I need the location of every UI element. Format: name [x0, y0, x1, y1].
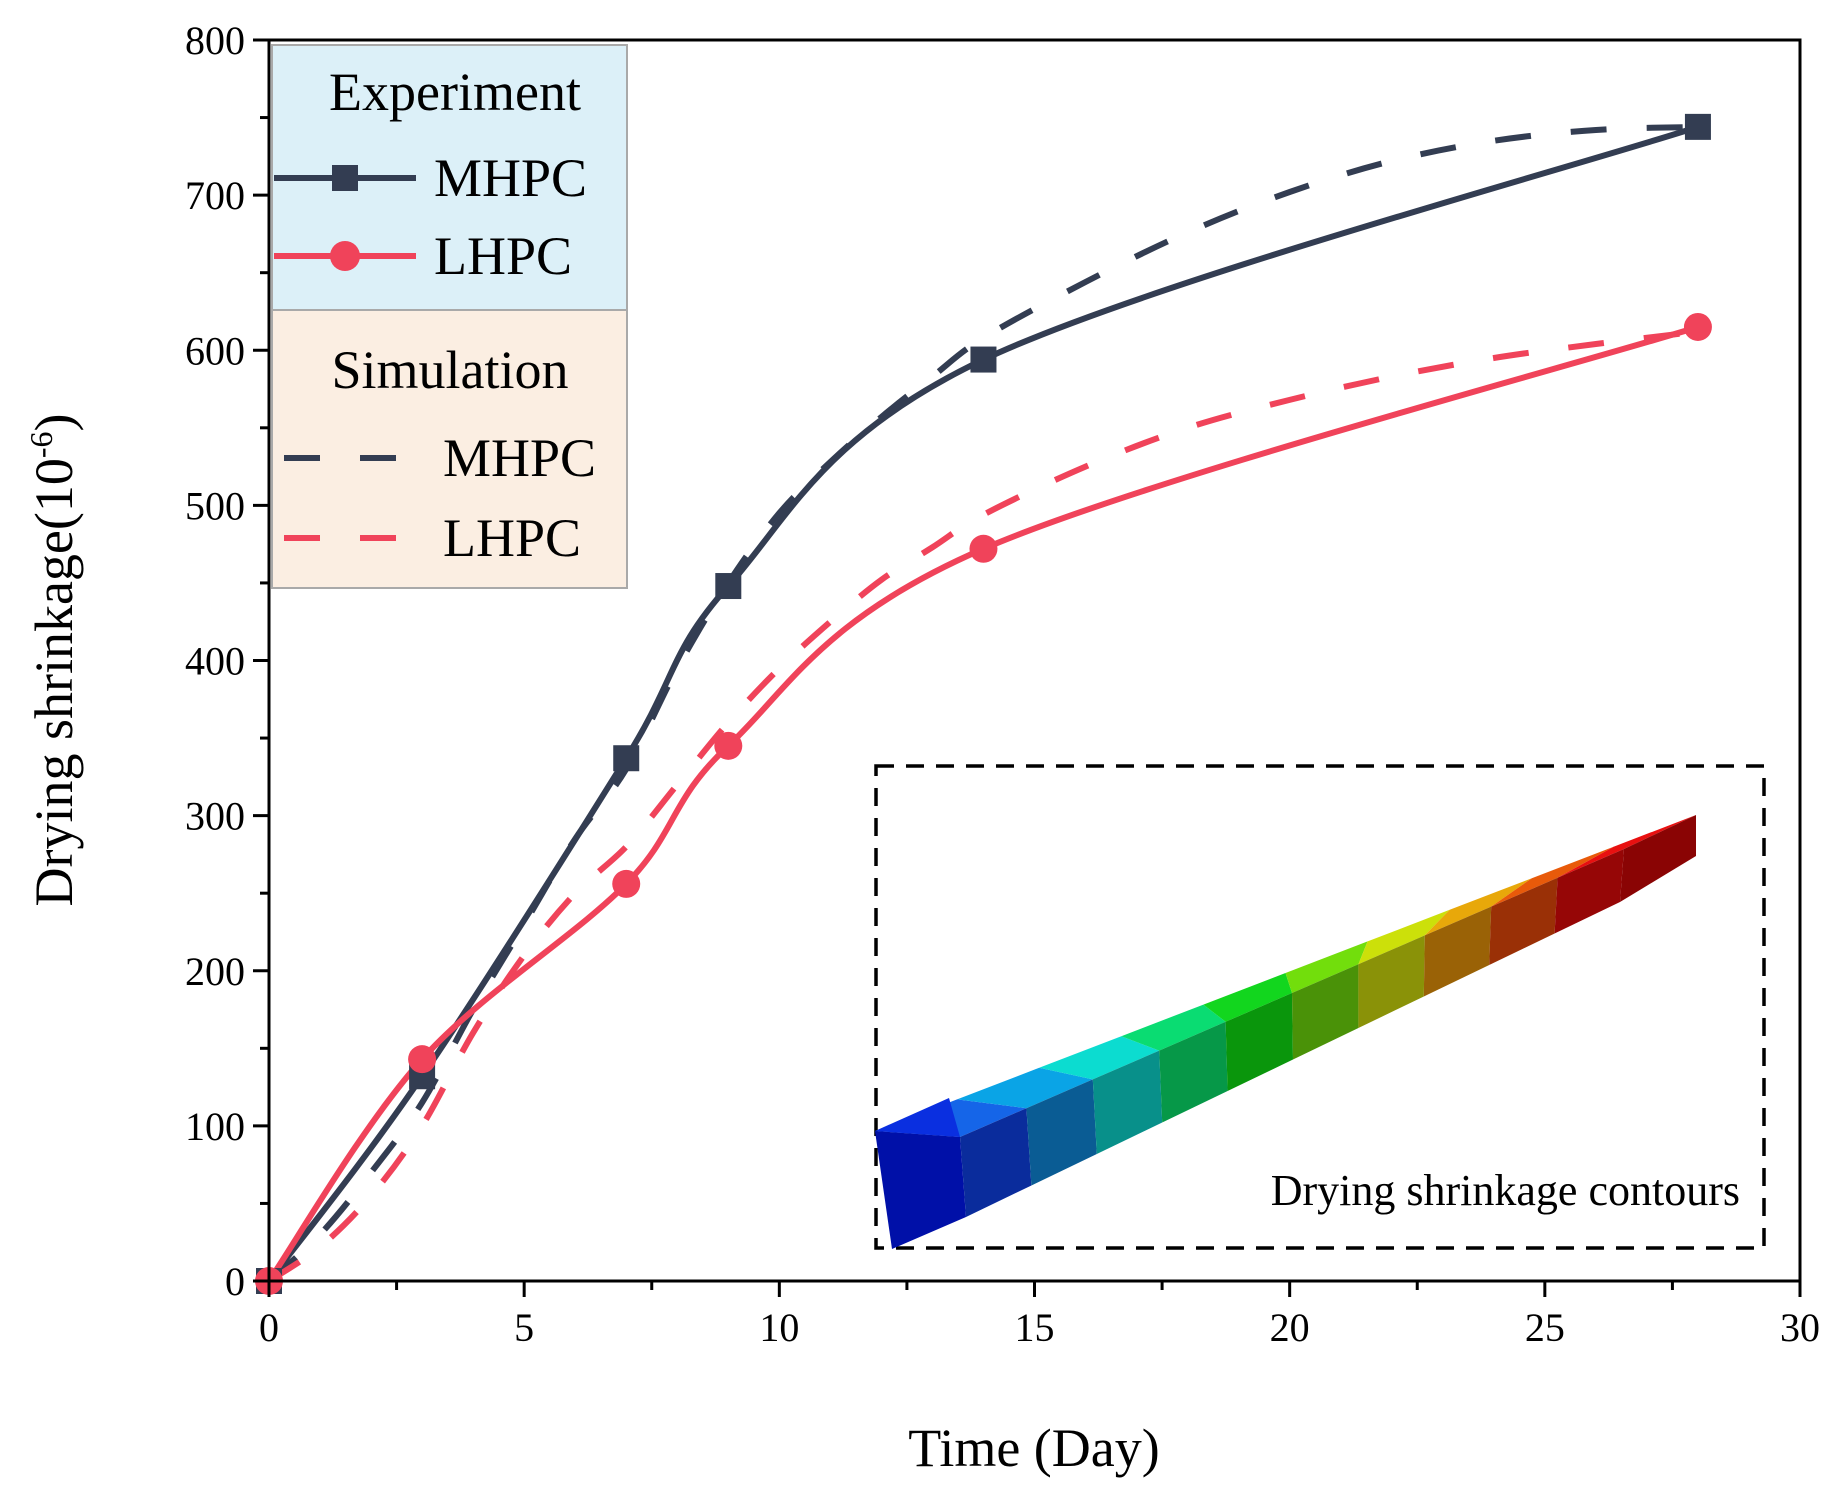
y-tick-label: 600: [185, 328, 245, 373]
contour-side-cell: [1358, 935, 1425, 1028]
contour-top-cell: [1203, 973, 1292, 1022]
contour-side-cell: [1026, 1079, 1097, 1186]
x-tick-label: 15: [1015, 1305, 1055, 1350]
x-axis-title: Time (Day): [908, 1418, 1160, 1478]
data-point-experiment-lhpc: [1683, 312, 1712, 341]
y-tick-label: 500: [185, 483, 245, 528]
y-axis-title-exponent: -6: [23, 431, 59, 458]
data-point-experiment-lhpc: [408, 1045, 437, 1074]
legend-exp-mhpc-marker: [332, 165, 358, 191]
x-tick-label: 30: [1780, 1305, 1820, 1350]
data-point-experiment-mhpc: [613, 745, 640, 772]
legend-simulation-title: Simulation: [331, 340, 568, 400]
contour-top-cell: [1039, 1036, 1160, 1080]
legend-simulation-box: [271, 309, 628, 589]
x-tick-label: 20: [1270, 1305, 1310, 1350]
y-tick-label: 100: [185, 1104, 245, 1149]
x-tick-label: 10: [759, 1305, 799, 1350]
contour-side-cell: [1092, 1050, 1163, 1154]
data-point-experiment-lhpc: [612, 869, 641, 898]
data-point-experiment-lhpc: [969, 534, 998, 563]
contour-top-cell: [1285, 941, 1368, 993]
series-line-simulation-mhpc: [266, 123, 1698, 1284]
contour-side-cell: [1292, 964, 1359, 1060]
legend-sim-mhpc-label: MHPC: [443, 428, 596, 488]
contour-top-cell: [1424, 878, 1532, 936]
y-axis-title-main: Drying shrinkage(10: [24, 458, 84, 906]
legend: Experiment MHPC LHPC Simulation MHPC LHP…: [271, 44, 628, 589]
data-point-experiment-mhpc: [715, 573, 742, 600]
y-tick-label: 800: [185, 18, 245, 63]
contour-top-cell: [1121, 1004, 1226, 1051]
contour-end-top: [875, 1098, 960, 1137]
contour-top-cell: [1491, 846, 1614, 907]
contour-top-cell: [957, 1067, 1093, 1109]
y-tick-label: 200: [185, 949, 245, 994]
inset-frame: [874, 764, 1766, 1250]
legend-experiment-title: Experiment: [329, 62, 581, 122]
inset-contour-figure: Drying shrinkage contours: [874, 764, 1766, 1250]
data-point-experiment-mhpc: [970, 346, 997, 373]
contour-side-cell: [960, 1108, 1032, 1217]
y-tick-label: 400: [185, 639, 245, 684]
contour-side-cell: [1159, 1021, 1228, 1123]
y-tick-label: 700: [185, 173, 245, 218]
y-axis-title-close: ): [24, 413, 84, 431]
contour-top-cell: [1557, 815, 1696, 878]
contour-side-cell: [1225, 993, 1293, 1091]
data-point-experiment-lhpc: [714, 731, 743, 760]
y-axis-title: Drying shrinkage(10-6): [23, 413, 84, 906]
y-tick-label: 300: [185, 794, 245, 839]
data-point-experiment-mhpc: [1684, 113, 1711, 140]
legend-sim-lhpc-label: LHPC: [443, 508, 581, 568]
legend-exp-lhpc-marker: [330, 241, 360, 271]
contour-right-cap: [1620, 815, 1696, 902]
contour-side-cell: [1423, 906, 1492, 997]
contour-top-cell: [1358, 909, 1450, 965]
series-layer: [255, 113, 1712, 1295]
x-tick-label: 25: [1525, 1305, 1565, 1350]
contour-side-cell: [1489, 877, 1558, 965]
x-tick-label: 5: [514, 1305, 534, 1350]
y-tick-label: 0: [225, 1259, 245, 1304]
contour-end-face: [875, 1131, 966, 1249]
x-tick-label: 0: [259, 1305, 279, 1350]
legend-exp-mhpc-label: MHPC: [434, 148, 587, 208]
legend-exp-lhpc-label: LHPC: [434, 226, 572, 286]
inset-caption: Drying shrinkage contours: [1271, 1166, 1740, 1215]
contour-side-cell: [1554, 849, 1624, 934]
